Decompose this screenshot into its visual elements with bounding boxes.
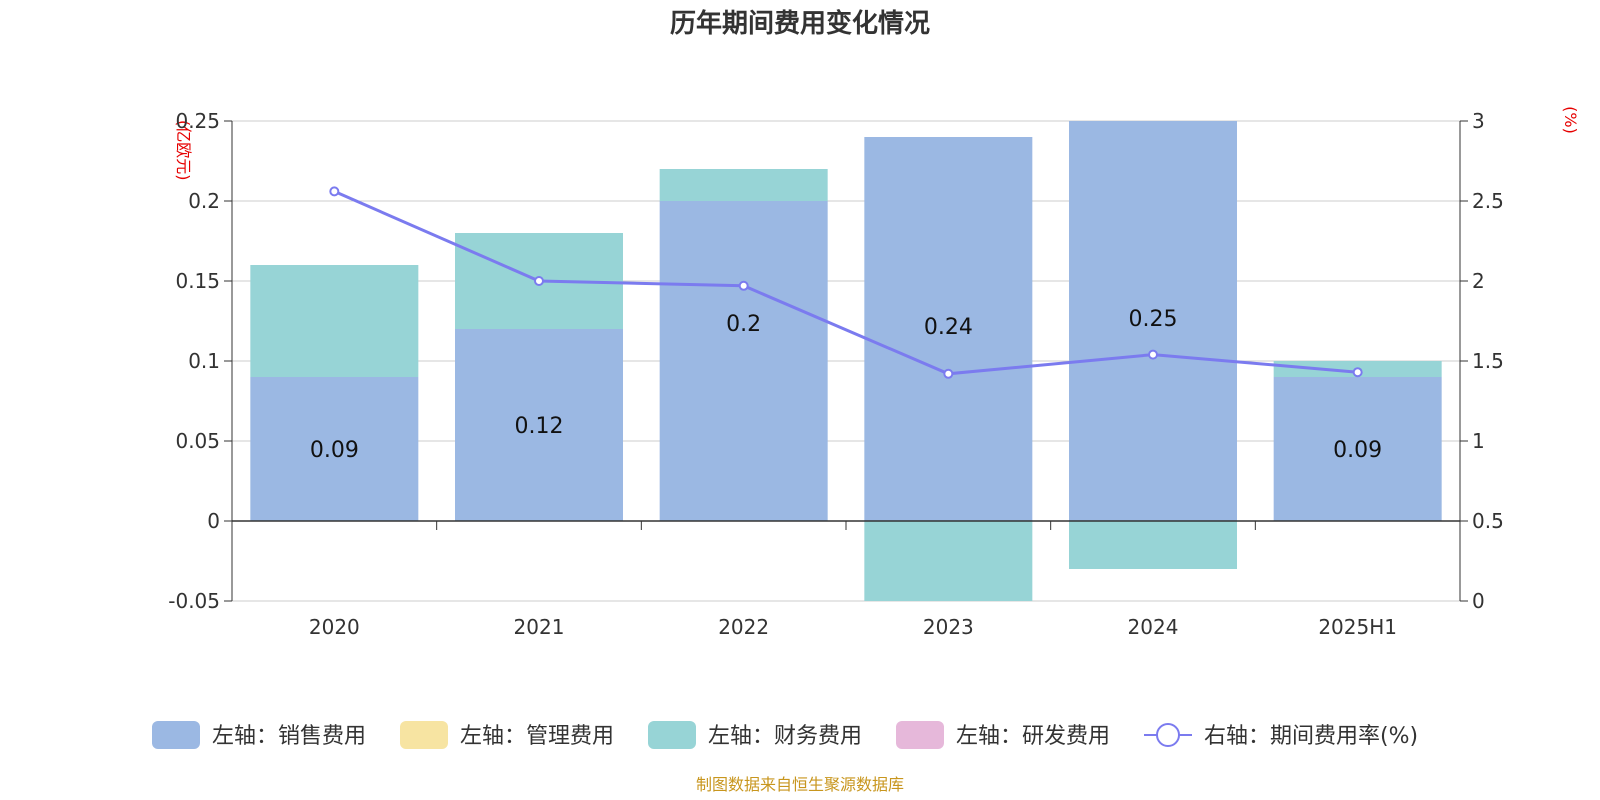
- bar-3-2024: [1069, 521, 1237, 569]
- legend-circle-icon: [1156, 723, 1180, 747]
- right-axis-tick-label: 0: [1472, 589, 1485, 613]
- grid-lines: [232, 120, 1460, 602]
- chart-title: 历年期间费用变化情况: [670, 8, 930, 39]
- legend-swatch-3: [648, 721, 696, 749]
- right-axis-tick-label: 1: [1472, 429, 1485, 453]
- left-axis-tick-label: -0.05: [168, 589, 220, 613]
- right-axis-tick-label: 2.5: [1472, 189, 1504, 213]
- right-axis-tick-label: 2: [1472, 269, 1485, 293]
- bar-value-label-2023: 0.24: [924, 315, 973, 340]
- data-labels: 0.09 0.12 0.2 0.24 0.25 0.09: [310, 307, 1382, 463]
- legend-label-2: 左轴：管理费用: [460, 724, 614, 749]
- right-axis-tick-label: 0.5: [1472, 509, 1504, 533]
- left-axis-tick-label: 0.2: [188, 189, 220, 213]
- bar-value-label-2024: 0.25: [1129, 307, 1178, 332]
- bar-1-2022: [659, 201, 828, 521]
- bar-1-2023: [864, 137, 1033, 521]
- bar-3-2020: [250, 265, 419, 377]
- left-axis-tick-label: 0: [207, 509, 220, 533]
- bar-value-label-2021: 0.12: [515, 414, 564, 439]
- source-note: 制图数据来自恒生聚源数据库: [696, 775, 904, 794]
- bar-1-2020: [250, 377, 419, 521]
- legend-label-5: 右轴：期间费用率(%): [1204, 724, 1418, 749]
- x-axis-label-2021: 2021: [514, 615, 565, 639]
- x-axis-label-2022: 2022: [718, 615, 769, 639]
- legend-swatch-4: [896, 721, 944, 749]
- left-axis-tick-label: 0.15: [175, 269, 220, 293]
- bar-1-2025H1: [1273, 377, 1442, 521]
- rate-line-path: [333, 190, 1358, 376]
- bars: [250, 121, 1442, 601]
- x-axis-label-2025H1: 2025H1: [1318, 615, 1397, 639]
- legend: 左轴：销售费用 左轴：管理费用 左轴：财务费用 左轴：研发费用 右轴：期间费用率(%): [152, 721, 1418, 749]
- x-axis-label-2020: 2020: [309, 615, 360, 639]
- bar-value-label-2020: 0.09: [310, 438, 359, 463]
- rate-point-2021: [534, 276, 544, 286]
- left-axis-tick-label: 0.05: [175, 429, 220, 453]
- rate-point-2023: [943, 368, 954, 379]
- bar-value-label-2022: 0.2: [726, 312, 761, 337]
- bar-value-label-2025H1: 0.09: [1333, 438, 1382, 463]
- bar-1-2024: [1069, 121, 1237, 521]
- legend-swatch-2: [400, 721, 448, 749]
- legend-swatch-1: [152, 721, 200, 749]
- x-axis-label-2024: 2024: [1128, 615, 1179, 639]
- x-axis-label-2023: 2023: [923, 615, 974, 639]
- right-axis-tick-label: 1.5: [1472, 349, 1504, 373]
- right-axis-tick-label: 3: [1472, 109, 1485, 133]
- left-axis-tick-label: 0.1: [188, 349, 220, 373]
- rate-point-2020: [329, 186, 340, 197]
- rate-point-2022: [738, 280, 749, 291]
- bar-3-2022: [659, 169, 828, 201]
- legend-label-4: 左轴：研发费用: [956, 724, 1110, 749]
- axes: 0.25 0.2 0.15 0.1 0.05 0 -0.05 3 2.5 2 1.5 1 0.5 0 202…: [168, 109, 1504, 639]
- bar-1-2021: [455, 329, 623, 521]
- left-axis-unit: (亿欧元): [174, 120, 193, 181]
- right-axis-unit: (%): [1561, 106, 1580, 134]
- legend-label-3: 左轴：财务费用: [708, 724, 862, 749]
- rate-line: [329, 186, 1363, 379]
- rate-point-2024: [1148, 349, 1158, 360]
- bar-3-2023: [864, 521, 1033, 601]
- left-axis-tick-label: 0.25: [175, 109, 220, 133]
- rate-point-2025H1: [1352, 367, 1363, 378]
- legend-label-1: 左轴：销售费用: [212, 724, 366, 749]
